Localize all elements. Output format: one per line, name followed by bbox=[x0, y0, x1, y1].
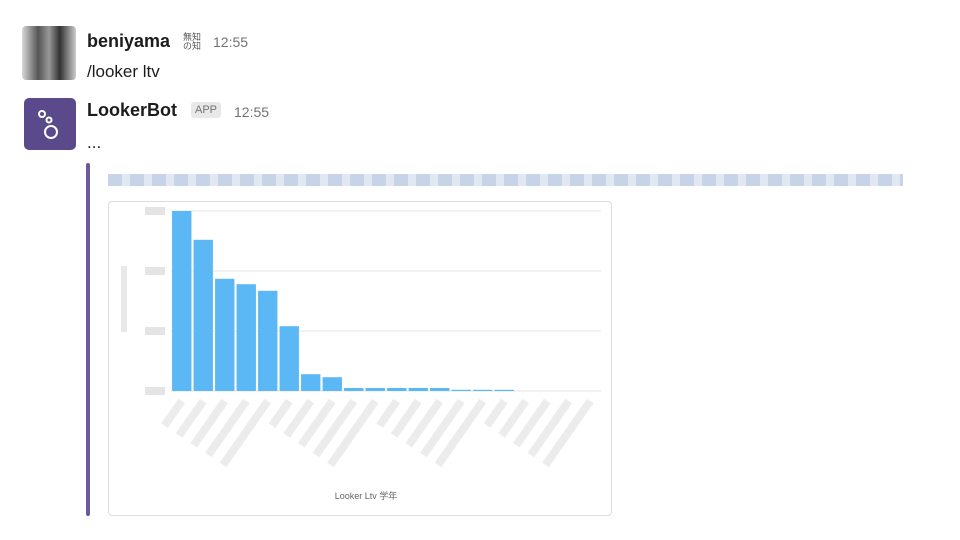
bot-avatar[interactable] bbox=[24, 98, 76, 150]
bar bbox=[451, 389, 471, 391]
blurred-x-label bbox=[527, 398, 573, 458]
blurred-x-label bbox=[434, 398, 487, 468]
message-text: /looker ltv bbox=[87, 62, 160, 81]
bar bbox=[193, 239, 213, 391]
blurred-link[interactable] bbox=[108, 174, 903, 186]
message-text: ... bbox=[87, 133, 102, 152]
bar bbox=[473, 389, 493, 391]
bar bbox=[408, 388, 428, 391]
chart-frame: Looker Ltv 学年 bbox=[108, 201, 612, 516]
blurred-x-label bbox=[405, 398, 444, 448]
blurred-tick-label bbox=[145, 327, 165, 335]
user-badge: 無知の知 bbox=[183, 32, 202, 51]
bar bbox=[172, 211, 192, 391]
app-badge: APP bbox=[191, 102, 222, 118]
blurred-x-label bbox=[513, 398, 551, 448]
blurred-x-label bbox=[161, 398, 186, 428]
bot-name[interactable]: LookerBot bbox=[87, 100, 177, 120]
bar bbox=[279, 326, 299, 391]
bar bbox=[494, 389, 514, 391]
bar bbox=[430, 388, 450, 391]
bar bbox=[365, 388, 385, 391]
bar bbox=[215, 278, 235, 391]
blurred-x-label bbox=[420, 398, 465, 458]
x-axis-label: Looker Ltv 学年 bbox=[335, 490, 398, 501]
timestamp[interactable]: 12:55 bbox=[234, 104, 270, 120]
user-avatar[interactable] bbox=[22, 26, 76, 80]
blurred-x-label bbox=[498, 398, 530, 438]
blurred-x-label bbox=[268, 398, 293, 428]
timestamp[interactable]: 12:55 bbox=[213, 34, 249, 50]
attachment-bar bbox=[86, 163, 90, 516]
blurred-x-label bbox=[190, 398, 229, 448]
blurred-x-label bbox=[542, 398, 594, 468]
blurred-x-label bbox=[312, 398, 358, 458]
bar bbox=[344, 388, 364, 391]
blurred-x-label bbox=[205, 398, 250, 458]
bar bbox=[301, 374, 321, 391]
blurred-tick-label bbox=[145, 387, 165, 395]
blurred-x-label bbox=[175, 398, 207, 438]
blurred-x-label bbox=[219, 398, 272, 468]
user-name[interactable]: beniyama bbox=[87, 31, 171, 51]
chart: Looker Ltv 学年 bbox=[121, 207, 601, 501]
blurred-tick-label bbox=[145, 207, 165, 215]
bar bbox=[236, 284, 256, 391]
blurred-x-label bbox=[376, 398, 401, 428]
bar bbox=[387, 388, 407, 391]
blurred-axis-title bbox=[121, 266, 127, 332]
blurred-x-label bbox=[327, 398, 379, 468]
bot-logo bbox=[38, 110, 58, 139]
blurred-x-label bbox=[483, 398, 508, 428]
bar bbox=[322, 377, 342, 391]
blurred-tick-label bbox=[145, 267, 165, 275]
blurred-x-label bbox=[298, 398, 336, 448]
blurred-x-label bbox=[283, 398, 315, 438]
blurred-x-label bbox=[390, 398, 422, 438]
bar bbox=[258, 290, 278, 391]
